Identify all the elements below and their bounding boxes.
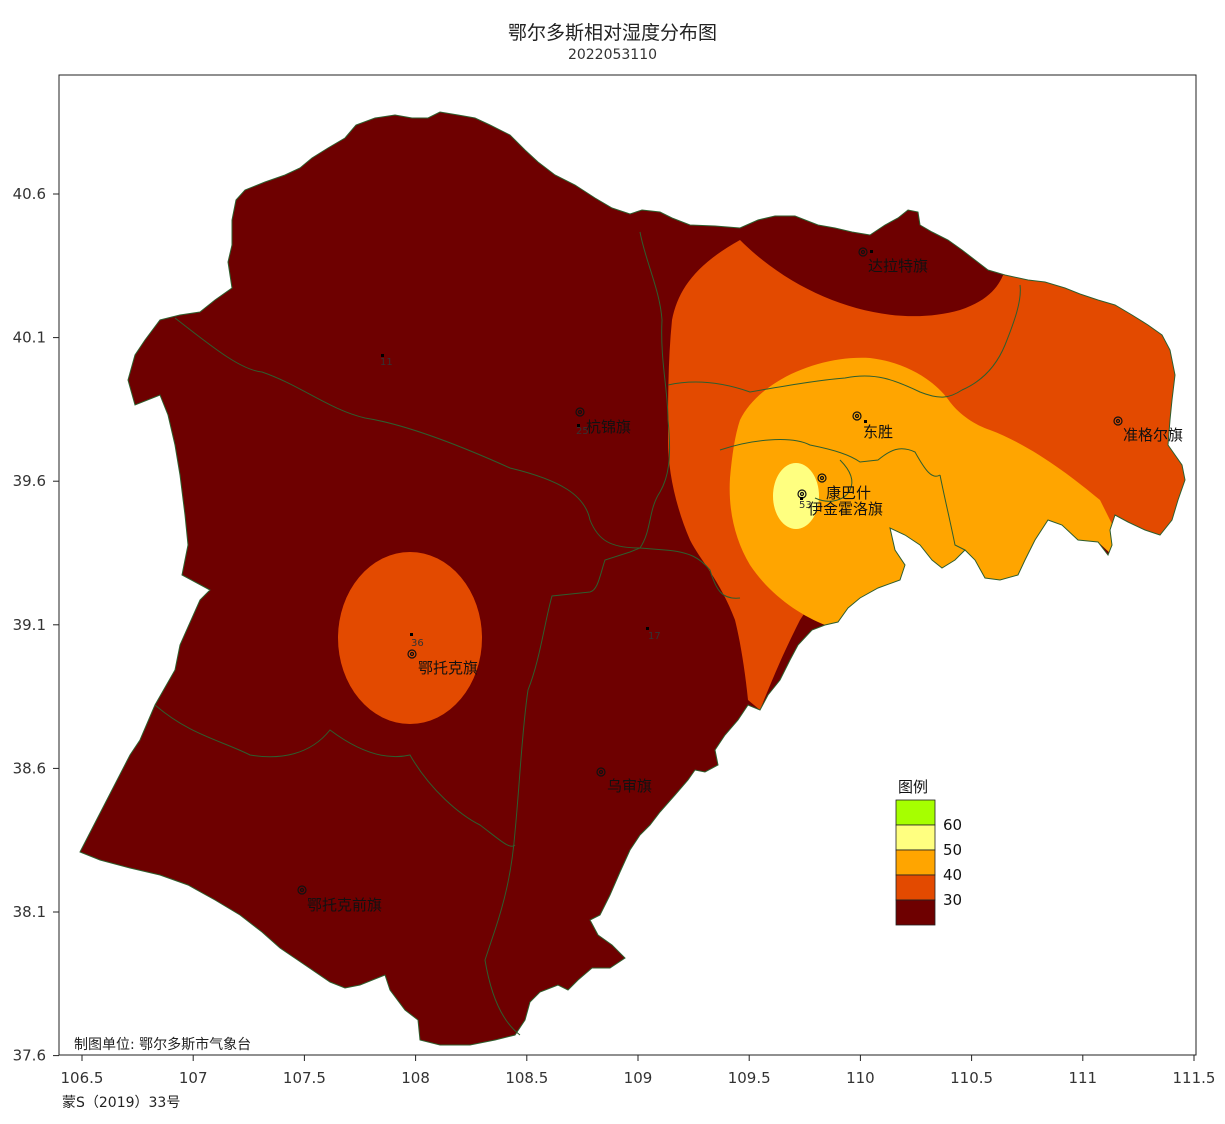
zone-40-50 [729, 357, 1120, 625]
station-marker-etuokeqian-inner [299, 887, 305, 893]
legend-label: 50 [943, 841, 962, 859]
value-11: 11 [380, 357, 393, 368]
obs-points [381, 250, 873, 636]
legend-swatch [895, 824, 936, 851]
station-marker-hangjin-inner [577, 409, 583, 415]
x-tick-label: 110 [846, 1069, 875, 1087]
x-tick-label: 109.5 [728, 1069, 771, 1087]
obs-point-v11 [381, 354, 384, 357]
station-marker-wushen [596, 767, 606, 777]
city-label-etuoke: 鄂托克旗 [418, 659, 478, 677]
x-tick-label: 106.5 [61, 1069, 104, 1087]
station-marker-zhungeer-inner [1115, 418, 1121, 424]
y-tick-label: 38.6 [13, 759, 46, 777]
x-tick-label: 111 [1068, 1069, 1097, 1087]
station-marker-etuokeqian [297, 885, 307, 895]
x-tick-label: 107 [179, 1069, 208, 1087]
station-marker-yijinhuoluo-inner [799, 491, 805, 497]
station-marker-kangbashi-inner [819, 475, 825, 481]
map-frame [58, 74, 1197, 1056]
legend-title: 图例 [898, 778, 928, 796]
city-label-etuokeqian: 鄂托克前旗 [307, 896, 382, 914]
value-17: 17 [648, 631, 661, 642]
city-label-dongsheng: 东胜 [863, 423, 893, 441]
boundary-yijin-east [939, 474, 966, 551]
obs-point-v25 [577, 424, 580, 427]
obs-point-dalate [870, 250, 873, 253]
producer-label: 制图单位: 鄂尔多斯市气象台 [74, 1037, 252, 1053]
station-marker-hangjin [575, 407, 585, 417]
station-marker-dongsheng [852, 411, 862, 421]
x-axis: 106.5 107 107.5 108 108.5 109 109.5 110 110.5 111… [61, 1055, 1216, 1087]
county-boundaries [154, 231, 1021, 1036]
x-tick-label: 110.5 [950, 1069, 993, 1087]
y-tick-label: 40.6 [13, 185, 46, 203]
obs-point-dongsheng [864, 420, 867, 423]
station-marker-etuoke [407, 649, 417, 659]
station-marker-zhungeer [1113, 416, 1123, 426]
map-title: 鄂尔多斯相对湿度分布图 [507, 22, 717, 44]
city-label-zhungeer: 准格尔旗 [1123, 426, 1183, 444]
boundary-kangbashi [814, 459, 853, 502]
x-tick-label: 108 [401, 1069, 430, 1087]
obs-point-v36 [410, 633, 413, 636]
station-marker-kangbashi [817, 473, 827, 483]
city-label-hangjin: 杭锦旗 [586, 418, 631, 436]
y-tick-label: 39.6 [13, 472, 46, 490]
station-markers [297, 247, 1123, 895]
legend-label: 40 [943, 866, 962, 884]
city-label-kangbashi: 康巴什 [826, 484, 871, 502]
boundary-hangjin-etuoke [174, 317, 666, 551]
value-36: 36 [411, 638, 424, 649]
legend-swatch [895, 849, 936, 876]
legend-items: 60 50 40 30 [895, 799, 962, 926]
y-tick-label: 37.6 [13, 1047, 46, 1065]
city-label-yijinhuoluo: 伊金霍洛旗 [808, 500, 883, 518]
y-tick-label: 39.1 [13, 616, 46, 634]
boundary-etuokeqian [154, 704, 516, 847]
station-marker-dalate [858, 247, 868, 257]
map-approval-number: 蒙S（2019）33号 [62, 1095, 181, 1111]
x-tick-label: 109 [624, 1069, 653, 1087]
obs-point-v17 [646, 627, 649, 630]
legend-swatch [895, 899, 936, 926]
legend-swatch [895, 874, 936, 901]
city-label-wushen: 乌审旗 [607, 777, 652, 795]
boundary-dongsheng-south [719, 439, 941, 477]
station-marker-wushen-inner [598, 769, 604, 775]
station-marker-dongsheng-inner [854, 413, 860, 419]
x-tick-label: 108.5 [505, 1069, 548, 1087]
legend-label: 60 [943, 816, 962, 834]
x-tick-label: 107.5 [283, 1069, 326, 1087]
station-marker-etuoke-inner [409, 651, 415, 657]
humidity-zones [80, 112, 1185, 1045]
y-tick-label: 38.1 [13, 903, 46, 921]
value-25: 25 [576, 426, 589, 437]
obs-point-v53 [800, 497, 803, 500]
city-label-dalate: 达拉特旗 [868, 257, 928, 275]
boundary-wushen-north [664, 549, 741, 599]
legend-label: 30 [943, 891, 962, 909]
y-tick-label: 40.1 [13, 329, 46, 347]
station-marker-dalate-inner [860, 249, 866, 255]
value-53: 53 [799, 500, 812, 511]
y-axis: 40.6 40.1 39.6 39.1 38.6 38.1 37.6 [13, 185, 59, 1065]
zone-30-40-etuoke [338, 552, 482, 724]
legend: 图例 60 50 40 30 [895, 778, 962, 926]
boundary-west-wushen [484, 231, 671, 1036]
zone-below-30 [80, 112, 1185, 1045]
legend-swatch [895, 799, 936, 826]
x-tick-label: 111.5 [1173, 1069, 1216, 1087]
boundary-dalate-south [667, 284, 1021, 398]
zone-50-60 [773, 463, 819, 529]
map-timestamp: 2022053110 [567, 47, 658, 63]
